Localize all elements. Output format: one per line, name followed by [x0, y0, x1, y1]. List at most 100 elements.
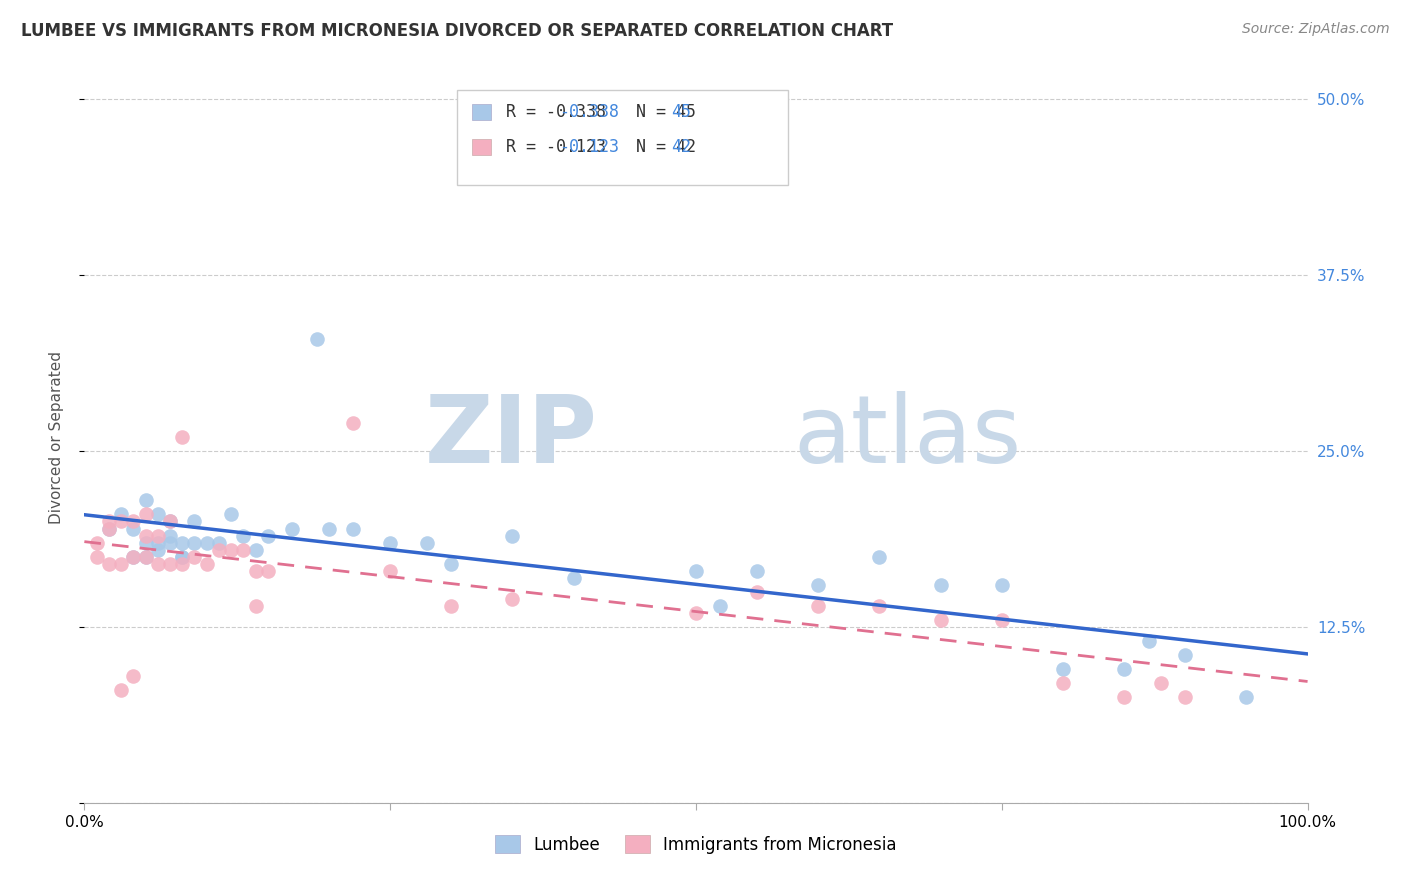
Y-axis label: Divorced or Separated: Divorced or Separated — [49, 351, 63, 524]
Point — [869, 599, 891, 613]
Point — [257, 564, 280, 578]
Bar — [472, 138, 491, 154]
Point — [159, 535, 181, 549]
Point — [219, 508, 242, 522]
Point — [440, 557, 463, 571]
Point — [110, 683, 132, 698]
Point — [440, 599, 463, 613]
Point — [183, 515, 205, 529]
Point — [97, 557, 120, 571]
Point — [122, 669, 145, 683]
Point — [219, 542, 242, 557]
Point — [86, 549, 108, 564]
Point — [991, 578, 1014, 592]
Point — [183, 535, 205, 549]
Point — [122, 549, 145, 564]
Point — [195, 557, 218, 571]
Point — [416, 535, 439, 549]
Text: R = -0.123   N = 42: R = -0.123 N = 42 — [506, 137, 696, 156]
Point — [747, 564, 769, 578]
Point — [146, 535, 169, 549]
Point — [257, 528, 280, 542]
Point — [305, 332, 328, 346]
Point — [318, 521, 340, 535]
Point — [685, 564, 707, 578]
Point — [172, 549, 194, 564]
Text: atlas: atlas — [794, 391, 1022, 483]
Point — [135, 528, 157, 542]
Text: 45: 45 — [671, 103, 690, 120]
Point — [110, 508, 132, 522]
Point — [146, 508, 169, 522]
Point — [135, 535, 157, 549]
Point — [146, 542, 169, 557]
Point — [159, 528, 181, 542]
Point — [991, 613, 1014, 627]
Point — [232, 528, 254, 542]
Point — [159, 515, 181, 529]
Text: -0.123: -0.123 — [560, 137, 620, 156]
Point — [208, 542, 231, 557]
Point — [1150, 676, 1173, 690]
Point — [159, 557, 181, 571]
Legend: Lumbee, Immigrants from Micronesia: Lumbee, Immigrants from Micronesia — [488, 829, 904, 860]
Text: ZIP: ZIP — [425, 391, 598, 483]
Point — [172, 430, 194, 444]
Point — [342, 521, 364, 535]
Point — [146, 557, 169, 571]
Point — [122, 521, 145, 535]
Bar — [457, 89, 787, 185]
Point — [685, 606, 707, 620]
Point — [97, 521, 120, 535]
Point — [562, 571, 585, 585]
Point — [1174, 648, 1197, 662]
Point — [135, 493, 157, 508]
Point — [245, 564, 267, 578]
Text: 42: 42 — [671, 137, 690, 156]
Point — [380, 564, 402, 578]
Point — [807, 578, 830, 592]
Point — [1052, 676, 1074, 690]
Text: LUMBEE VS IMMIGRANTS FROM MICRONESIA DIVORCED OR SEPARATED CORRELATION CHART: LUMBEE VS IMMIGRANTS FROM MICRONESIA DIV… — [21, 22, 893, 40]
Point — [1174, 690, 1197, 705]
Point — [245, 599, 267, 613]
Point — [1137, 634, 1160, 648]
Point — [122, 549, 145, 564]
Point — [208, 535, 231, 549]
Point — [869, 549, 891, 564]
Text: R = -0.338   N = 45: R = -0.338 N = 45 — [506, 103, 696, 120]
Point — [86, 535, 108, 549]
Point — [110, 557, 132, 571]
Point — [502, 591, 524, 606]
Point — [232, 542, 254, 557]
Point — [135, 508, 157, 522]
Point — [172, 535, 194, 549]
Bar — [472, 103, 491, 120]
Point — [135, 549, 157, 564]
Point — [97, 515, 120, 529]
Point — [135, 549, 157, 564]
Point — [929, 613, 952, 627]
Point — [97, 521, 120, 535]
Point — [1052, 662, 1074, 676]
Point — [380, 535, 402, 549]
Point — [110, 515, 132, 529]
Point — [183, 549, 205, 564]
Point — [122, 515, 145, 529]
Text: Source: ZipAtlas.com: Source: ZipAtlas.com — [1241, 22, 1389, 37]
Point — [245, 542, 267, 557]
Point — [146, 528, 169, 542]
Point — [709, 599, 731, 613]
Point — [172, 557, 194, 571]
Point — [172, 549, 194, 564]
Point — [1114, 690, 1136, 705]
Point — [281, 521, 304, 535]
Point — [1114, 662, 1136, 676]
Text: -0.338: -0.338 — [560, 103, 620, 120]
Point — [807, 599, 830, 613]
Point — [502, 528, 524, 542]
Point — [195, 535, 218, 549]
Point — [747, 584, 769, 599]
Point — [342, 416, 364, 430]
Point — [159, 515, 181, 529]
